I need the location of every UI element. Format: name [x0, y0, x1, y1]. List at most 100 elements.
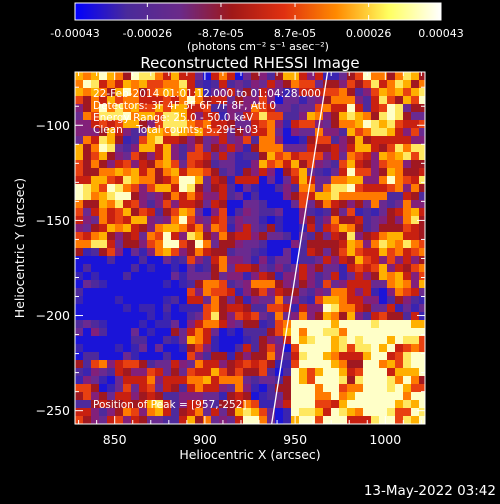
heatmap-pixel [347, 72, 355, 80]
heatmap-pixel [307, 280, 315, 288]
heatmap-pixel [267, 408, 275, 416]
heatmap-pixel [291, 392, 299, 400]
heatmap-pixel [307, 360, 315, 368]
heatmap-pixel [291, 320, 299, 328]
heatmap-pixel [403, 280, 411, 288]
heatmap-pixel [187, 296, 195, 304]
heatmap-pixel [211, 200, 219, 208]
heatmap-pixel [179, 344, 187, 352]
heatmap-pixel [275, 384, 283, 392]
heatmap-pixel [331, 80, 339, 88]
heatmap-pixel [259, 184, 267, 192]
heatmap-pixel [75, 88, 83, 96]
heatmap-pixel [171, 416, 179, 424]
heatmap-pixel [147, 368, 155, 376]
heatmap-pixel [83, 296, 91, 304]
heatmap-pixel [395, 264, 403, 272]
heatmap-pixel [107, 280, 115, 288]
heatmap-pixel [99, 136, 107, 144]
heatmap-pixel [395, 416, 403, 424]
heatmap-pixel [283, 104, 291, 112]
heatmap-pixel [275, 392, 283, 400]
heatmap-pixel [195, 112, 203, 120]
heatmap-pixel [203, 104, 211, 112]
heatmap-pixel [91, 336, 99, 344]
heatmap-pixel [315, 392, 323, 400]
heatmap-pixel [147, 192, 155, 200]
heatmap-pixel [395, 128, 403, 136]
heatmap-pixel [323, 160, 331, 168]
heatmap-pixel [291, 128, 299, 136]
heatmap-pixel [315, 200, 323, 208]
heatmap-pixel [195, 224, 203, 232]
heatmap-pixel [227, 384, 235, 392]
heatmap-pixel [275, 160, 283, 168]
heatmap-pixel [387, 376, 395, 384]
heatmap-pixel [147, 320, 155, 328]
x-axis-label: Heliocentric X (arcsec) [179, 447, 320, 462]
heatmap-pixel [267, 288, 275, 296]
heatmap-pixel [171, 72, 179, 80]
heatmap-pixel [355, 344, 363, 352]
heatmap-pixel [235, 376, 243, 384]
heatmap-pixel [403, 152, 411, 160]
heatmap-pixel [243, 128, 251, 136]
heatmap-pixel [251, 360, 259, 368]
heatmap-pixel [139, 152, 147, 160]
heatmap-pixel [219, 248, 227, 256]
heatmap-pixel [299, 320, 307, 328]
heatmap-pixel [91, 224, 99, 232]
heatmap-pixel [91, 296, 99, 304]
heatmap-pixel [395, 256, 403, 264]
heatmap-pixel [171, 152, 179, 160]
heatmap-pixel [139, 376, 147, 384]
heatmap-pixel [99, 304, 107, 312]
heatmap-pixel [147, 264, 155, 272]
heatmap-pixel [171, 296, 179, 304]
heatmap-pixel [123, 96, 131, 104]
heatmap-pixel [211, 312, 219, 320]
heatmap-pixel [307, 336, 315, 344]
heatmap-pixel [331, 224, 339, 232]
heatmap-pixel [323, 136, 331, 144]
heatmap-pixel [107, 288, 115, 296]
heatmap-pixel [155, 304, 163, 312]
heatmap-pixel [331, 72, 339, 80]
heatmap-pixel [139, 272, 147, 280]
heatmap-pixel [91, 152, 99, 160]
heatmap-pixel [395, 360, 403, 368]
heatmap-pixel [419, 288, 425, 296]
heatmap-pixel [347, 80, 355, 88]
heatmap-pixel [203, 280, 211, 288]
heatmap-pixel [315, 272, 323, 280]
heatmap-pixel [243, 400, 251, 408]
heatmap-pixel [243, 408, 251, 416]
heatmap-pixel [347, 312, 355, 320]
heatmap-pixel [107, 408, 115, 416]
heatmap-pixel [179, 256, 187, 264]
heatmap-pixel [395, 296, 403, 304]
heatmap-pixel [211, 368, 219, 376]
heatmap-pixel [299, 112, 307, 120]
heatmap-pixel [139, 320, 147, 328]
heatmap-pixel [347, 328, 355, 336]
heatmap-pixel [395, 152, 403, 160]
heatmap-pixel [291, 248, 299, 256]
annotation-time-range: 22-Feb-2014 01:01:12.000 to 01:04:28.000 [93, 88, 321, 100]
heatmap-pixel [187, 72, 195, 80]
heatmap-pixel [267, 120, 275, 128]
heatmap-pixel [339, 392, 347, 400]
heatmap-pixel [403, 312, 411, 320]
heatmap-pixel [83, 392, 91, 400]
heatmap-pixel [211, 80, 219, 88]
heatmap-pixel [99, 128, 107, 136]
heatmap-pixel [187, 336, 195, 344]
heatmap-pixel [283, 376, 291, 384]
heatmap-pixel [243, 360, 251, 368]
heatmap-pixel [403, 336, 411, 344]
heatmap-pixel [147, 88, 155, 96]
heatmap-pixel [187, 256, 195, 264]
heatmap-pixel [91, 240, 99, 248]
heatmap-pixel [131, 88, 139, 96]
heatmap-pixel [187, 392, 195, 400]
